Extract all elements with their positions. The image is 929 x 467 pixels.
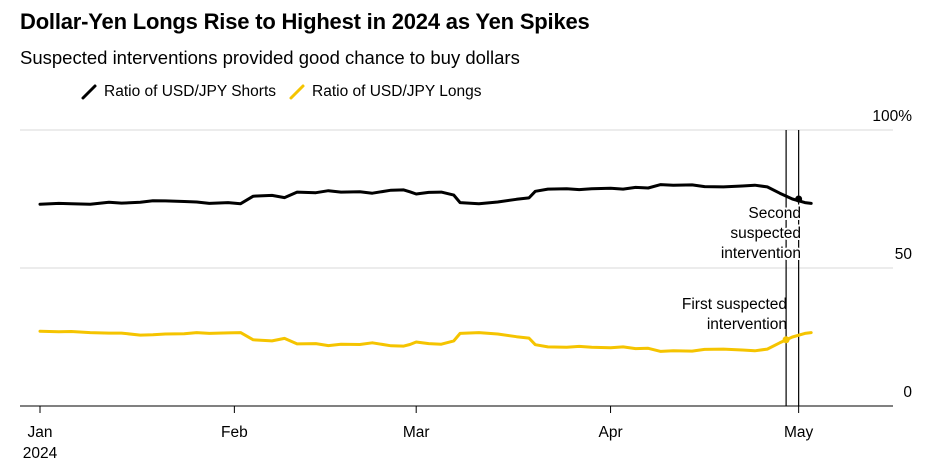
legend-label-longs: Ratio of USD/JPY Longs bbox=[312, 83, 482, 100]
intervention-marker-1 bbox=[782, 336, 790, 344]
legend: Ratio of USD/JPY Shorts Ratio of USD/JPY… bbox=[80, 82, 493, 102]
x-tick-label-4: May bbox=[784, 424, 814, 441]
legend-item-longs: Ratio of USD/JPY Longs bbox=[288, 83, 481, 101]
legend-swatch-shorts-icon bbox=[81, 84, 97, 100]
annotation-second-line-0: Second bbox=[748, 205, 801, 222]
annotation-second-line-1: suspected bbox=[730, 225, 801, 242]
x-tick-label-3: Apr bbox=[598, 424, 622, 441]
series-line-shorts bbox=[38, 183, 813, 206]
x-tick-label-2: Mar bbox=[403, 424, 430, 441]
chart-subtitle: Suspected interventions provided good ch… bbox=[20, 47, 520, 68]
annotation-first-line-1: intervention bbox=[707, 316, 787, 333]
legend-label-shorts: Ratio of USD/JPY Shorts bbox=[104, 83, 277, 100]
legend-item-shorts: Ratio of USD/JPY Shorts bbox=[80, 83, 276, 101]
legend-swatch-longs-icon bbox=[289, 84, 305, 100]
y-tick-label-2: 0 bbox=[903, 384, 912, 401]
x-tick-sublabel-0: 2024 bbox=[23, 445, 58, 462]
chart-title: Dollar-Yen Longs Rise to Highest in 2024… bbox=[20, 9, 590, 34]
annotation-first-line-0: First suspected bbox=[682, 296, 787, 313]
y-tick-label-0: 100% bbox=[872, 108, 912, 125]
y-tick-label-1: 50 bbox=[895, 246, 913, 263]
series-line-longs bbox=[38, 329, 813, 353]
annotation-second-line-2: intervention bbox=[721, 245, 801, 262]
x-tick-label-0: Jan bbox=[28, 424, 53, 441]
intervention-marker-2 bbox=[795, 195, 803, 203]
x-tick-label-1: Feb bbox=[221, 424, 248, 441]
